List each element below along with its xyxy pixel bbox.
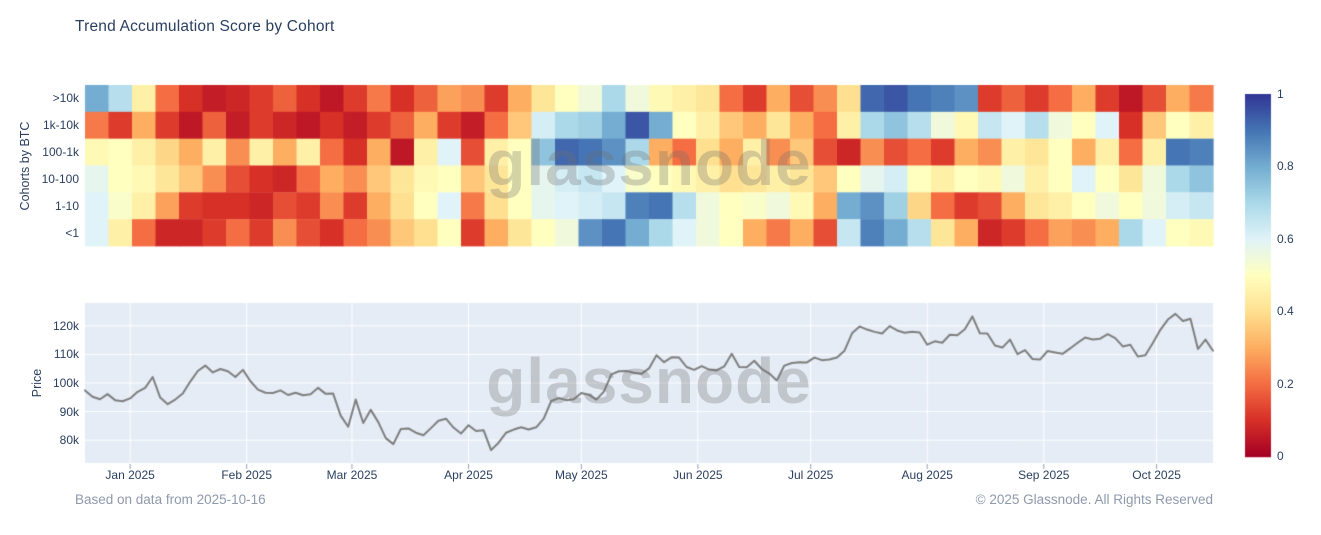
heatmap-y-axis-title: Cohorts by BTC xyxy=(18,121,32,211)
price-y-axis-title: Price xyxy=(30,368,44,398)
glassnode-watermark-price: glassnode xyxy=(486,345,812,418)
footer-data-note: Based on data from 2025-10-16 xyxy=(75,492,266,507)
footer-copyright: © 2025 Glassnode. All Rights Reserved xyxy=(975,492,1213,507)
glassnode-watermark-heatmap: glassnode xyxy=(486,127,812,200)
page-title: Trend Accumulation Score by Cohort xyxy=(75,18,335,35)
